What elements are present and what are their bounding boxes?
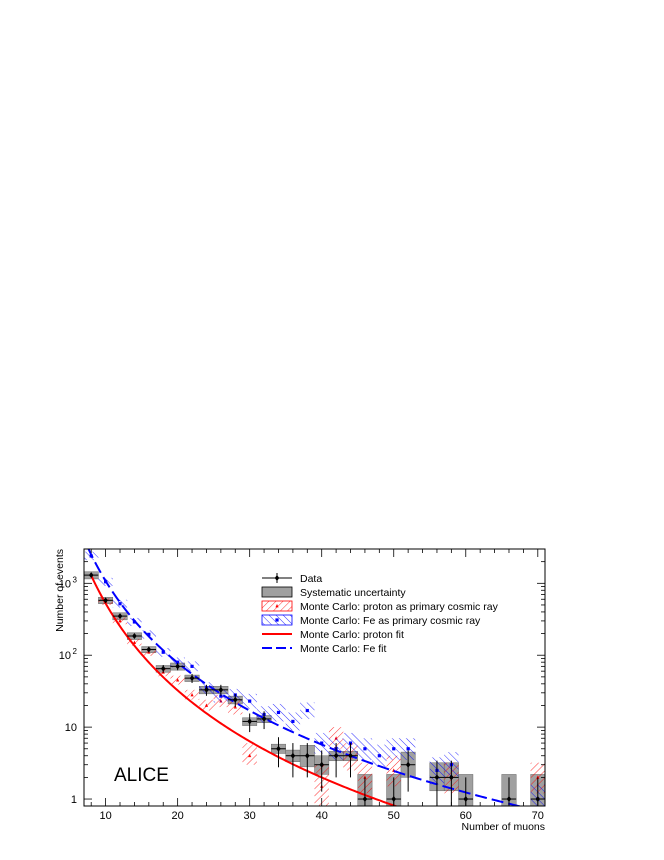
y-tick-exponent: 2: [73, 647, 78, 656]
y-tick-label: 10: [59, 650, 71, 662]
legend-symbol: [274, 575, 280, 581]
legend-entry-syst: Systematic uncertainty: [261, 586, 406, 599]
mc-fe-marker: [377, 754, 381, 758]
data-marker: [189, 675, 195, 682]
legend-entry-mc_proton: Monte Carlo: proton as primary cosmic ra…: [261, 600, 499, 613]
data-marker: [405, 761, 411, 768]
mc-proton-marker: [204, 703, 209, 707]
x-axis: 10 20 30 40 50 60 70: [90, 549, 544, 822]
data-marker: [362, 796, 368, 803]
mc-fe-marker: [406, 747, 410, 751]
legend-label: Monte Carlo: proton as primary cosmic ra…: [300, 601, 499, 613]
x-tick-label: 70: [532, 810, 544, 822]
proton-fit-curve: [90, 574, 399, 806]
data-marker: [276, 745, 281, 752]
mc-fe-marker: [363, 747, 367, 751]
legend-symbol: [275, 604, 279, 608]
legend-label: Monte Carlo: Fe as primary cosmic ray: [300, 615, 481, 627]
data-marker: [506, 796, 512, 803]
y-tick-label: 1: [71, 794, 77, 806]
x-tick-label: 40: [316, 810, 328, 822]
x-tick-label: 10: [99, 810, 111, 822]
data-marker: [261, 715, 267, 722]
legend: Data Systematic uncertainty Monte Carlo: p…: [261, 573, 499, 655]
mc-proton-marker: [118, 618, 122, 623]
mc-proton-marker: [363, 775, 367, 779]
data-marker: [449, 774, 454, 781]
legend-symbol: [261, 586, 293, 598]
data-marker: [348, 752, 353, 759]
data-marker: [247, 718, 252, 725]
legend-entry-data: Data: [262, 573, 322, 585]
data-marker: [103, 597, 108, 604]
mc-fe-marker: [392, 747, 396, 751]
mc-fe-marker: [348, 741, 353, 745]
data-marker: [88, 572, 94, 579]
mc-fe-marker: [305, 708, 309, 713]
legend-entry-fit_fe: Monte Carlo: Fe fit: [262, 643, 386, 655]
x-tick-label: 20: [172, 810, 184, 822]
y-axis-title: Number of events: [54, 549, 66, 632]
mc-proton-marker: [190, 692, 194, 697]
x-tick-label: 60: [460, 810, 472, 822]
x-axis-title: Number of muons: [462, 821, 545, 833]
legend-label: Monte Carlo: proton fit: [300, 629, 404, 641]
mc-proton-marker: [248, 753, 252, 758]
mc-fe-marker: [118, 602, 122, 606]
legend-entry-mc_fe: Monte Carlo: Fe as primary cosmic ray: [261, 614, 481, 627]
data-series: [84, 572, 545, 806]
legend-entry-fit_proton: Monte Carlo: proton fit: [262, 629, 404, 641]
mc-fe-marker: [248, 699, 252, 703]
legend-label: Monte Carlo: Fe fit: [300, 643, 386, 655]
data-marker: [434, 774, 440, 781]
fit-curves: [87, 549, 523, 806]
data-marker: [319, 761, 325, 768]
mc-fe-marker: [291, 719, 295, 724]
fe-fit-curve: [87, 549, 523, 806]
data-marker: [232, 696, 238, 703]
mc-fe-marker: [190, 664, 194, 668]
data-marker: [117, 613, 123, 620]
data-marker: [132, 633, 137, 640]
mc-fe-marker: [147, 632, 151, 636]
mc-proton-marker: [536, 775, 540, 779]
mc-fe-marker: [161, 650, 165, 654]
data-marker: [304, 752, 310, 759]
data-marker: [160, 665, 166, 672]
mc-fe-marker: [276, 710, 281, 715]
mc-fe-marker: [219, 694, 223, 698]
plot-frame: [83, 548, 546, 807]
mc-proton-marker: [176, 678, 180, 682]
data-marker: [218, 686, 224, 693]
plot-area: [84, 549, 545, 806]
y-tick-exponent: 3: [73, 575, 78, 584]
legend-label: Systematic uncertainty: [300, 587, 406, 599]
y-tick-label: 10: [65, 722, 77, 734]
legend-label: Data: [300, 573, 322, 585]
alice-label: ALICE: [114, 765, 169, 786]
x-tick-label: 50: [388, 810, 400, 822]
data-marker: [290, 752, 296, 759]
legend-symbol: [275, 618, 279, 622]
data-marker: [146, 646, 152, 653]
x-tick-label: 30: [244, 810, 256, 822]
data-marker: [333, 752, 339, 759]
data-marker: [175, 663, 180, 670]
mc-fe-marker: [320, 741, 324, 745]
y-tick-label: 10: [59, 578, 71, 590]
data-marker: [204, 686, 209, 693]
